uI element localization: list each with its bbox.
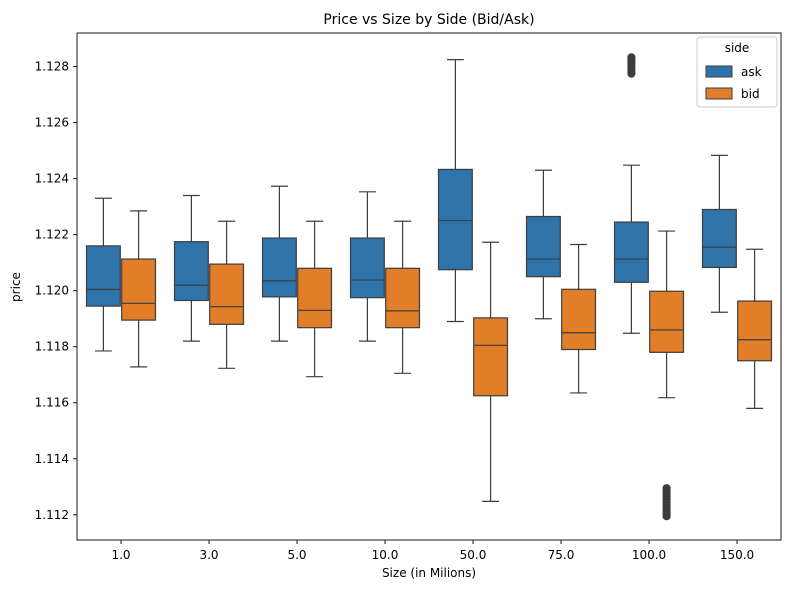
legend-label-ask: ask [741, 65, 762, 79]
legend-title: side [725, 41, 750, 55]
plot-area [85, 53, 773, 521]
plot-frame [76, 32, 782, 541]
box-ask-150.0 [701, 154, 737, 313]
outlier-point [662, 484, 671, 493]
box-bid-3.0 [209, 220, 245, 369]
box-iqr [525, 215, 561, 278]
box-iqr [561, 288, 597, 351]
box-bid-1.0 [121, 210, 157, 368]
box-iqr [385, 267, 421, 329]
x-tick-label: 1.0 [111, 548, 130, 562]
box-bid-5.0 [297, 220, 333, 378]
box-ask-100.0 [613, 53, 649, 334]
box-iqr [85, 245, 121, 307]
y-tick-label: 1.118 [35, 340, 69, 354]
box-iqr [173, 241, 209, 302]
x-tick-label: 50.0 [460, 548, 487, 562]
x-tick-label: 10.0 [372, 548, 399, 562]
y-tick-label: 1.112 [35, 508, 69, 522]
box-bid-150.0 [737, 248, 773, 409]
box-iqr [613, 221, 649, 283]
box-iqr [437, 168, 473, 271]
y-tick-label: 1.114 [35, 452, 69, 466]
y-tick-label: 1.126 [35, 116, 69, 130]
legend: side ask bid [696, 36, 778, 108]
box-ask-50.0 [437, 59, 473, 323]
legend-swatch-bid [705, 87, 733, 100]
box-ask-1.0 [85, 197, 121, 352]
box-iqr [297, 267, 333, 329]
x-axis-label: Size (in Milions) [382, 566, 476, 580]
box-ask-5.0 [261, 185, 297, 342]
y-tick-label: 1.116 [35, 396, 69, 410]
x-tick-label: 100.0 [632, 548, 666, 562]
y-axis-label: price [9, 272, 23, 302]
box-iqr [261, 237, 297, 298]
box-bid-100.0 [649, 230, 685, 521]
y-tick-label: 1.124 [35, 172, 69, 186]
axes: 1.112 1.114 1.116 1.118 1.120 1.122 1.124 1.126… [35, 60, 755, 562]
x-tick-label: 75.0 [548, 548, 575, 562]
chart-title: Price vs Size by Side (Bid/Ask) [323, 12, 534, 28]
box-iqr [701, 208, 737, 269]
box-iqr [649, 290, 685, 353]
box-ask-10.0 [349, 191, 385, 342]
x-tick-label: 150.0 [720, 548, 754, 562]
box-iqr [473, 317, 509, 397]
legend-swatch-ask [705, 65, 733, 78]
outlier-point [627, 53, 636, 62]
legend-label-bid: bid [741, 87, 760, 101]
box-bid-10.0 [385, 220, 421, 374]
box-iqr [737, 300, 773, 362]
y-tick-label: 1.120 [35, 284, 69, 298]
box-ask-3.0 [173, 194, 209, 342]
y-tick-label: 1.122 [35, 228, 69, 242]
box-bid-50.0 [473, 241, 509, 502]
box-bid-75.0 [561, 243, 597, 394]
x-tick-label: 5.0 [287, 548, 306, 562]
box-iqr [121, 258, 157, 321]
box-iqr [349, 237, 385, 299]
box-iqr [209, 263, 245, 325]
box-ask-75.0 [525, 169, 561, 320]
x-tick-label: 3.0 [199, 548, 218, 562]
y-tick-label: 1.128 [35, 60, 69, 74]
